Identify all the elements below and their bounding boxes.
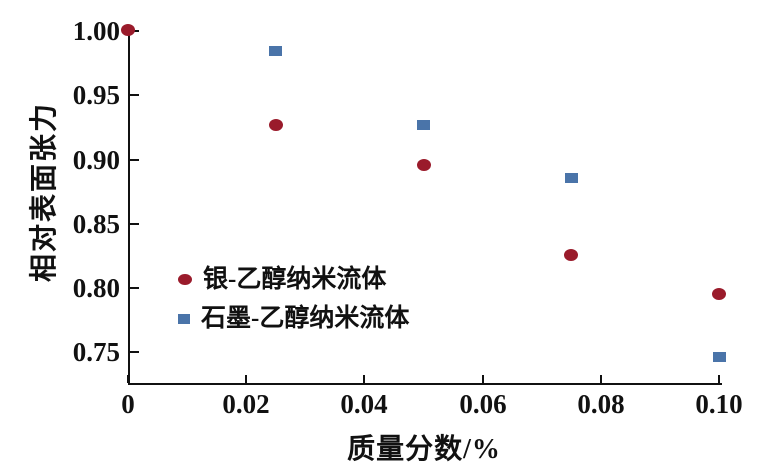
square-legend-marker	[178, 313, 190, 324]
y-axis-tick	[130, 287, 139, 289]
y-tick-label: 0.85	[72, 209, 120, 239]
data-point-silver	[416, 159, 431, 172]
data-point-graphite	[564, 172, 578, 183]
x-axis-tick	[245, 375, 247, 383]
x-axis-tick	[600, 375, 602, 383]
x-axis-tick	[127, 375, 129, 383]
y-axis-tick	[130, 223, 139, 225]
x-tick-label: 0.10	[695, 389, 743, 419]
legend-item: 银-乙醇纳米流体	[178, 267, 386, 292]
circle-legend-marker	[178, 274, 192, 285]
data-point-graphite	[712, 351, 726, 362]
y-tick-label: 1.00	[72, 16, 120, 46]
x-axis-tick	[363, 375, 365, 383]
data-point-silver	[268, 119, 283, 132]
data-point-graphite	[269, 45, 283, 56]
x-tick-label: 0	[121, 389, 135, 419]
y-axis-tick	[130, 351, 139, 353]
y-axis-tick	[130, 159, 139, 161]
y-axis-title: 相对表面张力	[29, 101, 60, 283]
x-axis-tick	[482, 375, 484, 383]
x-axis-tick	[718, 375, 720, 383]
data-point-silver	[121, 24, 135, 36]
x-axis-title: 质量分数/%	[347, 434, 501, 465]
x-axis-line	[128, 383, 722, 385]
y-tick-label: 0.75	[72, 337, 120, 367]
x-tick-label: 0.02	[222, 389, 270, 419]
legend-label: 银-乙醇纳米流体	[203, 266, 387, 293]
y-axis-tick	[130, 94, 139, 96]
legend-label: 石墨-乙醇纳米流体	[201, 305, 410, 332]
y-tick-label: 0.95	[72, 80, 120, 110]
data-point-silver	[712, 287, 727, 300]
data-point-silver	[564, 249, 579, 262]
y-axis-line	[128, 30, 130, 385]
y-tick-label: 0.80	[72, 273, 120, 303]
x-tick-label: 0.08	[577, 389, 625, 419]
data-point-graphite	[417, 120, 431, 131]
legend-item: 石墨-乙醇纳米流体	[178, 306, 409, 331]
y-tick-label: 0.90	[72, 145, 120, 175]
x-tick-label: 0.04	[340, 389, 388, 419]
x-tick-label: 0.06	[459, 389, 507, 419]
